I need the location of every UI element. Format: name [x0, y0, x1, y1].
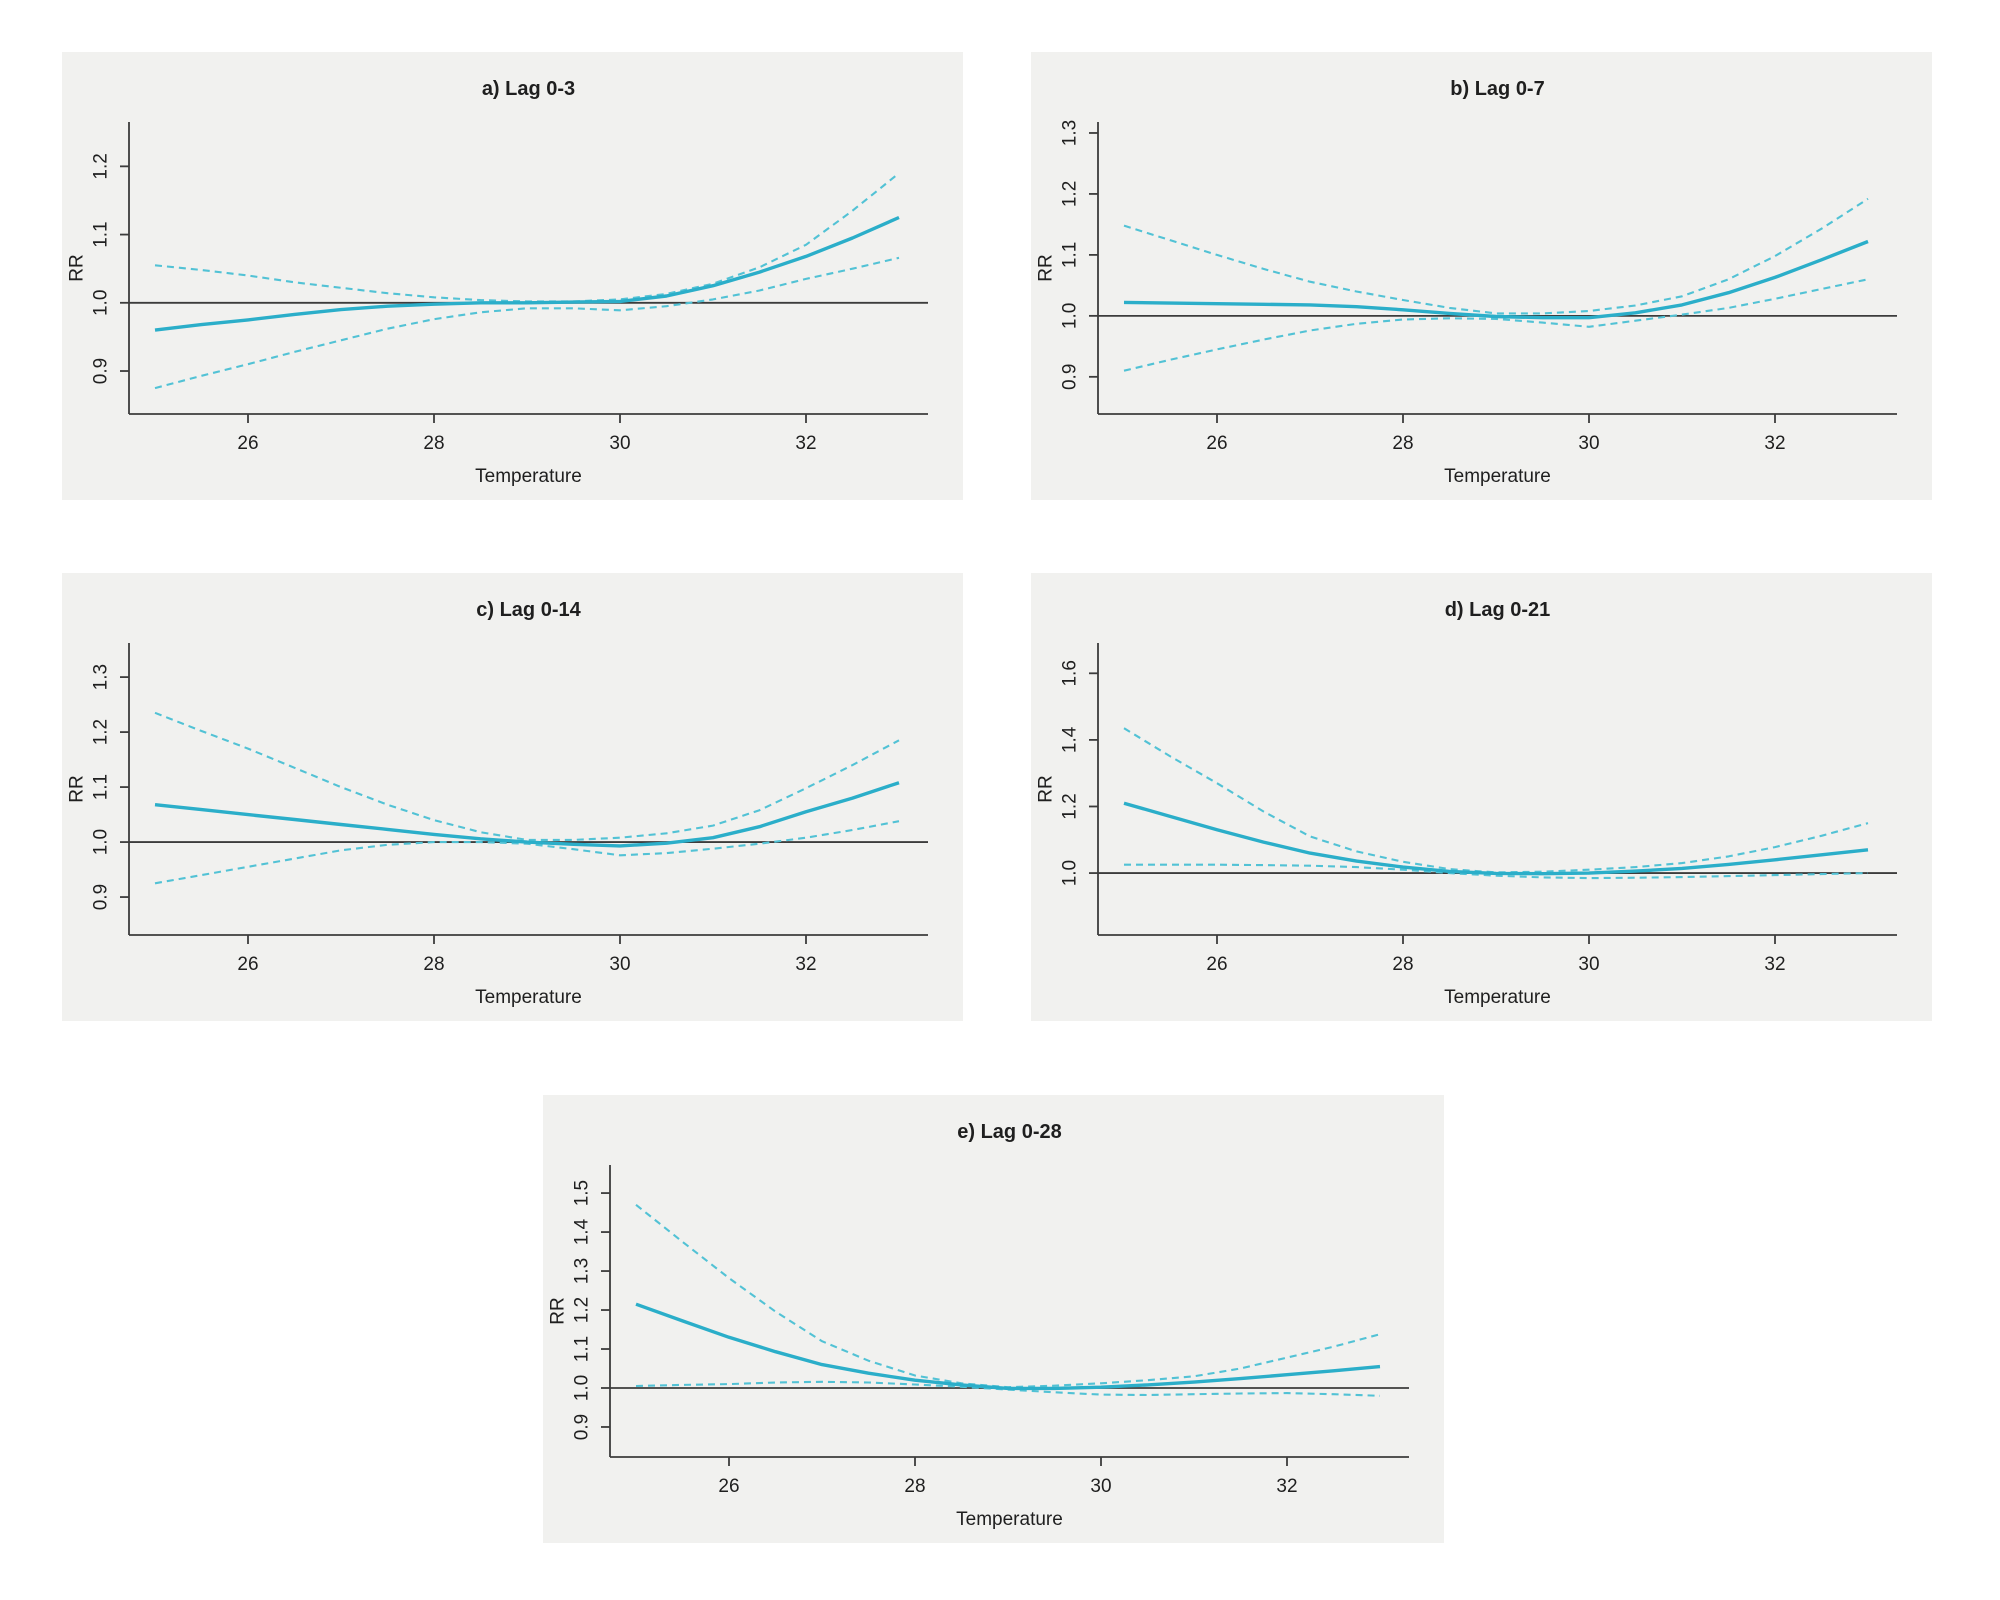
x-tick-label: 30 [609, 433, 630, 454]
y-tick-label: 0.9 [91, 884, 112, 910]
y-tick-label: 0.9 [1060, 364, 1081, 390]
y-tick-label: 1.1 [1060, 242, 1081, 268]
y-tick-label: 1.6 [1060, 660, 1081, 686]
x-tick-label: 30 [1578, 433, 1599, 454]
panel-title: d) Lag 0-21 [1445, 599, 1551, 621]
y-tick-label: 1.4 [1060, 726, 1081, 753]
y-axis-label: RR [1036, 254, 1057, 281]
x-tick-label: 32 [1764, 433, 1785, 454]
ci-lower-line [154, 820, 900, 885]
chart-e: e) Lag 0-28 26 28 30 32 0.9 1.0 1.1 1.2 1.3 1.4 1.5… [548, 1121, 1409, 1530]
x-tick-label: 26 [1206, 954, 1227, 975]
y-tick-label: 1.2 [91, 153, 112, 179]
y-tick-label: 1.0 [1060, 860, 1081, 886]
chart-a: a) Lag 0-3 26 28 30 32 0.9 1.0 1.1 1.2 Temperatur… [67, 78, 928, 487]
y-tick-label: 1.0 [91, 290, 112, 316]
ci-lower-line [1124, 863, 1869, 880]
y-axis-label: RR [548, 1297, 569, 1324]
y-tick-label: 1.0 [1060, 303, 1081, 329]
y-tick-label: 1.2 [572, 1297, 593, 1323]
y-tick-label: 1.3 [1060, 120, 1081, 146]
x-tick-label: 30 [609, 954, 630, 975]
x-tick-label: 30 [1578, 954, 1599, 975]
y-axis-label: RR [67, 254, 88, 281]
panel-title: a) Lag 0-3 [482, 78, 575, 100]
y-tick-label: 1.1 [91, 774, 112, 800]
y-axis-label: RR [67, 775, 88, 802]
panel-title: e) Lag 0-28 [957, 1121, 1061, 1143]
ci-upper-line [154, 711, 900, 841]
x-tick-label: 26 [1206, 433, 1227, 454]
x-tick-label: 28 [423, 954, 444, 975]
x-tick-label: 32 [795, 954, 816, 975]
panel-lag-0-3: a) Lag 0-3 26 28 30 32 0.9 1.0 1.1 1.2 Temperatur… [62, 52, 963, 500]
ci-upper-line [635, 1203, 1381, 1389]
x-tick-label: 28 [1392, 954, 1413, 975]
rr-estimate-line [1123, 239, 1869, 320]
x-tick-label: 26 [237, 954, 258, 975]
rr-estimate-line [154, 215, 900, 332]
y-tick-label: 1.2 [91, 719, 112, 745]
ci-upper-line [1123, 197, 1869, 315]
x-tick-label: 32 [795, 433, 816, 454]
chart-d: d) Lag 0-21 26 28 30 32 1.0 1.2 1.4 1.6 Temperatu… [1036, 599, 1897, 1008]
x-tick-label: 30 [1090, 1476, 1111, 1497]
ci-upper-line [154, 172, 900, 303]
ci-lower-line [1123, 278, 1869, 372]
y-tick-label: 1.0 [572, 1375, 593, 1401]
x-axis-label: Temperature [1444, 466, 1551, 487]
y-tick-label: 1.0 [91, 829, 112, 855]
x-axis-label: Temperature [956, 1509, 1063, 1530]
y-tick-label: 1.1 [91, 221, 112, 247]
x-tick-label: 28 [904, 1476, 925, 1497]
x-tick-label: 26 [237, 433, 258, 454]
y-tick-label: 0.9 [91, 358, 112, 384]
y-axis-label: RR [1036, 775, 1057, 802]
y-tick-label: 1.2 [1060, 181, 1081, 207]
x-tick-label: 28 [1392, 433, 1413, 454]
y-tick-label: 0.9 [572, 1414, 593, 1440]
x-axis-label: Temperature [475, 466, 582, 487]
rr-estimate-line [154, 781, 900, 848]
rr-estimate-line [635, 1302, 1381, 1391]
x-tick-label: 28 [423, 433, 444, 454]
x-axis-label: Temperature [475, 987, 582, 1008]
chart-b: b) Lag 0-7 26 28 30 32 0.9 1.0 1.1 1.2 1.3 Tempera… [1036, 78, 1897, 487]
y-tick-label: 1.1 [572, 1336, 593, 1362]
panel-title: c) Lag 0-14 [476, 599, 581, 621]
x-tick-label: 32 [1764, 954, 1785, 975]
y-tick-label: 1.5 [572, 1180, 593, 1206]
x-tick-label: 26 [718, 1476, 739, 1497]
chart-c: c) Lag 0-14 26 28 30 32 0.9 1.0 1.1 1.2 1.3 Temper… [67, 599, 928, 1008]
y-tick-label: 1.3 [91, 664, 112, 690]
rr-estimate-line [1123, 801, 1869, 876]
panel-lag-0-28: e) Lag 0-28 26 28 30 32 0.9 1.0 1.1 1.2 1.3 1.4 1.5… [543, 1095, 1444, 1543]
y-tick-label: 1.2 [1060, 793, 1081, 819]
panel-title: b) Lag 0-7 [1450, 78, 1544, 100]
panel-lag-0-21: d) Lag 0-21 26 28 30 32 1.0 1.2 1.4 1.6 Temperatu… [1031, 573, 1932, 1021]
panel-lag-0-14: c) Lag 0-14 26 28 30 32 0.9 1.0 1.1 1.2 1.3 Temper… [62, 573, 963, 1021]
x-axis-label: Temperature [1444, 987, 1551, 1008]
y-tick-label: 1.4 [572, 1218, 593, 1245]
x-tick-label: 32 [1276, 1476, 1297, 1497]
panel-lag-0-7: b) Lag 0-7 26 28 30 32 0.9 1.0 1.1 1.2 1.3 Tempera… [1031, 52, 1932, 500]
ci-upper-line [1123, 727, 1869, 874]
y-tick-label: 1.3 [572, 1258, 593, 1284]
